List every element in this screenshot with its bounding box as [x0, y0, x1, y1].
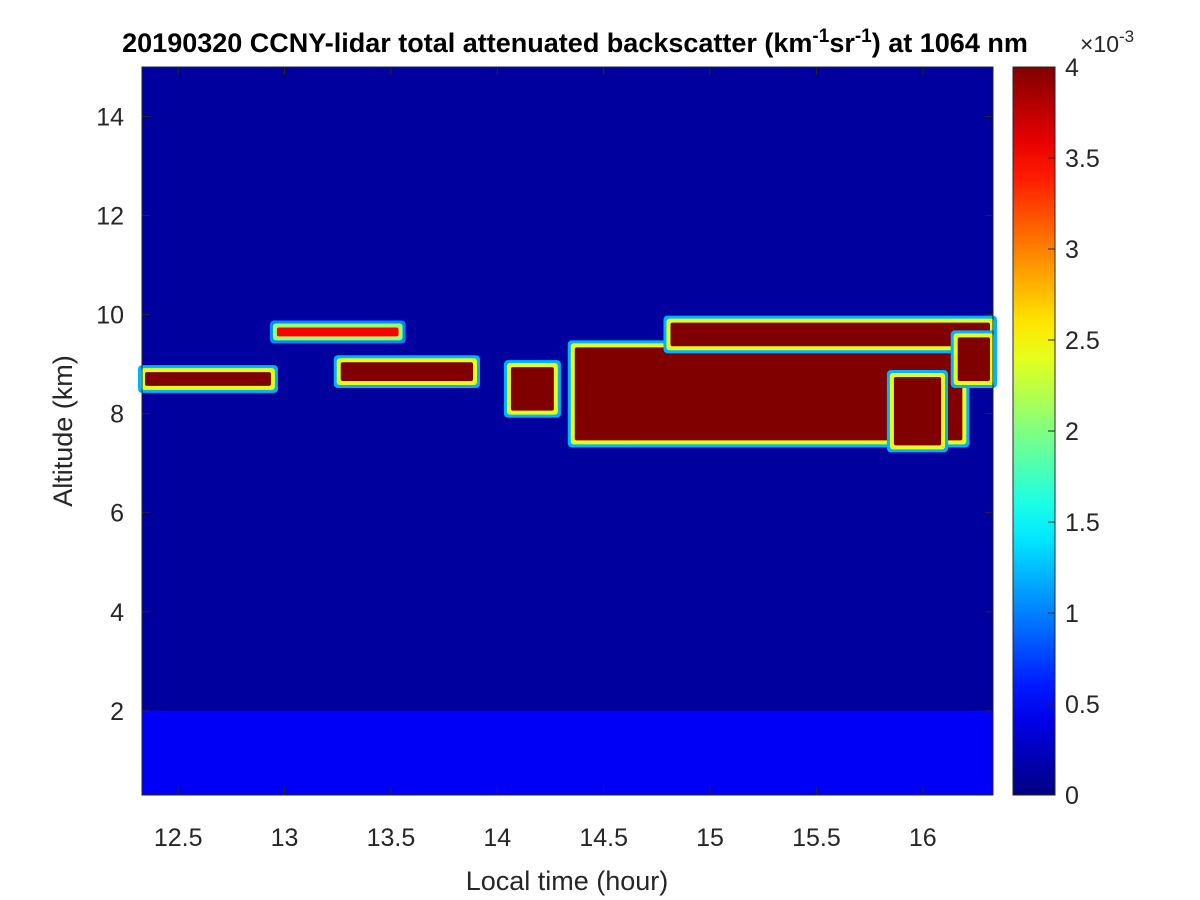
x-tick-label: 16: [909, 824, 937, 852]
x-axis: 12.5 13 13.5 14 14.5 15 15.5 16: [154, 67, 937, 852]
x-tick-label: 15.5: [792, 824, 841, 852]
colorbar-tick-label: 1.5: [1065, 509, 1100, 537]
chart-title: 20190320 CCNY-lidar total attenuated bac…: [122, 26, 1028, 58]
y-tick-label: 12: [96, 203, 124, 231]
x-tick-label: 14: [483, 824, 511, 852]
colorbar-tick-label: 0: [1065, 782, 1079, 810]
y-tick-label: 14: [96, 104, 124, 132]
y-axis-label: Altitude (km): [48, 355, 78, 507]
x-tick-label: 15: [696, 824, 724, 852]
cloud-layer-core: [574, 347, 963, 441]
y-tick-label: 4: [110, 599, 124, 627]
colorbar-tick-label: 2: [1065, 418, 1079, 446]
cloud-layer-core: [276, 327, 399, 337]
colorbar-tick-label: 0.5: [1065, 691, 1100, 719]
colorbar-exponent: ×10-3: [1080, 27, 1134, 57]
colorbar-tick-label: 1: [1065, 600, 1079, 628]
y-tick-label: 8: [110, 401, 124, 429]
x-tick-label: 13.5: [367, 824, 416, 852]
cloud-layer-core: [145, 372, 271, 386]
y-tick-label: 2: [110, 698, 124, 726]
colorbar-ticks: 0 0.5 1 1.5 2 2.5 3 3.5 4: [1048, 54, 1100, 810]
y-tick-label: 10: [96, 302, 124, 330]
plot-frame: [141, 66, 994, 796]
colorbar-tick-label: 3: [1065, 236, 1079, 264]
cloud-layer-core: [510, 367, 554, 411]
x-tick-label: 13: [271, 824, 299, 852]
boundary-layer-core: [142, 716, 993, 795]
y-tick-label: 6: [110, 500, 124, 528]
x-tick-label: 12.5: [154, 824, 203, 852]
cloud-layer-core: [340, 362, 474, 381]
y-axis: 2 4 6 8 10 12 14: [96, 104, 993, 726]
cloud-layer-core: [893, 377, 942, 446]
colorbar-tick-label: 3.5: [1065, 145, 1100, 173]
colorbar-tick-label: 2.5: [1065, 327, 1100, 355]
cloud-layer-core: [957, 337, 990, 381]
heatmap-area: [138, 67, 997, 795]
cloud-layer-core: [670, 322, 990, 347]
colorbar-tick-label: 4: [1065, 54, 1079, 82]
x-axis-label: Local time (hour): [466, 866, 669, 896]
x-tick-label: 14.5: [579, 824, 628, 852]
